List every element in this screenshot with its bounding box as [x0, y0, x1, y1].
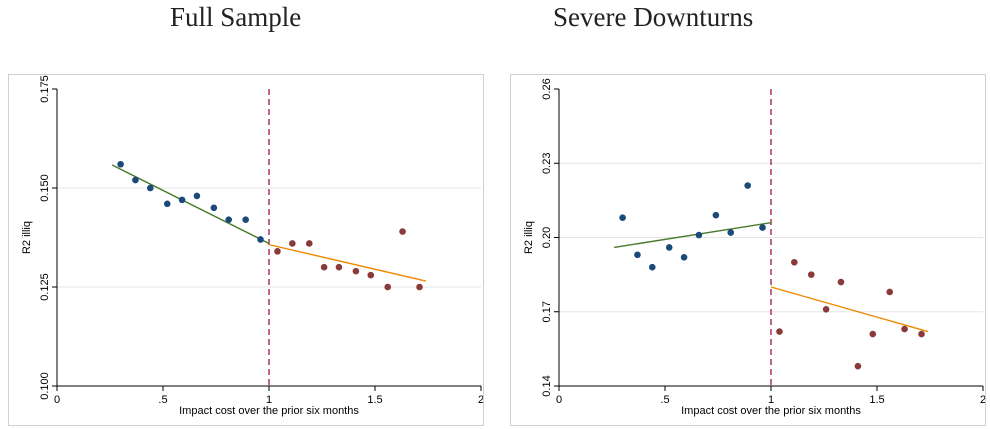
scatter-point-below-cutoff — [727, 229, 735, 236]
scatter-point-below-cutoff — [712, 211, 720, 219]
scatter-point-above-cutoff — [289, 240, 296, 247]
scatter-point-below-cutoff — [634, 251, 641, 259]
y-tick-label: 0.26 — [541, 78, 553, 99]
x-tick-label: 1.5 — [869, 394, 884, 406]
x-tick-label: 2 — [478, 394, 483, 406]
scatter-point-above-cutoff — [399, 228, 406, 235]
y-tick-label: 0.20 — [541, 227, 553, 248]
scatter-point-above-cutoff — [918, 330, 925, 338]
scatter-point-above-cutoff — [416, 283, 423, 291]
scatter-point-below-cutoff — [665, 244, 673, 251]
x-tick-label: 1 — [266, 394, 272, 406]
scatter-point-below-cutoff — [178, 196, 186, 204]
fit-line-above-cutoff — [268, 243, 427, 282]
scatter-point-below-cutoff — [680, 254, 688, 261]
scatter-point-below-cutoff — [648, 263, 656, 271]
x-tick-label: .5 — [660, 394, 669, 406]
scatter-point-above-cutoff — [367, 271, 375, 279]
x-tick-label: 2 — [980, 394, 985, 406]
scatter-point-above-cutoff — [305, 240, 313, 247]
scatter-point-below-cutoff — [257, 236, 264, 243]
y-tick-label: 0.125 — [39, 273, 51, 301]
x-tick-label: 1 — [768, 394, 774, 406]
y-tick-label: 0.17 — [541, 301, 553, 322]
fit-line-below-cutoff — [614, 221, 772, 249]
chart-panel-severe-downturns: 0.14 0.17 0.20 0.23 0.26 0 .5 1 1.5 2 Impact cost … — [510, 74, 986, 426]
scatter-point-above-cutoff — [776, 328, 783, 335]
scatter-point-below-cutoff — [242, 216, 249, 223]
scatter-point-above-cutoff — [901, 325, 908, 333]
scatter-point-above-cutoff — [886, 288, 894, 296]
scatter-point-above-cutoff — [854, 362, 862, 370]
scatter-point-above-cutoff — [320, 263, 328, 271]
scatter-point-above-cutoff — [869, 330, 877, 338]
scatter-point-below-cutoff — [744, 182, 751, 189]
chart-title-full-sample: Full Sample — [170, 2, 302, 32]
y-axis-label: R2 illiq — [523, 221, 535, 254]
x-tick-label: 1.5 — [367, 394, 382, 406]
x-tick-label: 0 — [54, 394, 60, 406]
chart-panel-full-sample: 0.100 0.125 0.150 0.175 0 .5 1 1.5 2 Impact cost … — [8, 74, 484, 426]
scatter-point-below-cutoff — [759, 224, 766, 231]
chart-title-severe-downturns: Severe Downturns — [553, 2, 754, 32]
y-tick-label: 0.150 — [39, 174, 51, 202]
y-tick-label: 0.14 — [541, 375, 553, 396]
scatter-point-below-cutoff — [117, 160, 124, 168]
chart-full-sample: 0.100 0.125 0.150 0.175 0 .5 1 1.5 2 Impact cost … — [21, 75, 483, 417]
scatter-point-above-cutoff — [274, 248, 281, 255]
y-axis-label: R2 illiq — [21, 221, 33, 254]
x-axis-label: Impact cost over the prior six months — [681, 405, 861, 417]
scatter-point-above-cutoff — [807, 271, 815, 278]
scatter-point-above-cutoff — [837, 278, 845, 286]
scatter-point-above-cutoff — [384, 283, 392, 291]
x-tick-label: 0 — [556, 394, 562, 406]
scatter-point-above-cutoff — [335, 263, 343, 271]
y-tick-label: 0.23 — [541, 153, 553, 174]
x-axis-label: Impact cost over the prior six months — [179, 405, 359, 417]
x-tick-label: .5 — [158, 394, 167, 406]
scatter-point-below-cutoff — [210, 204, 218, 212]
scatter-point-below-cutoff — [695, 231, 703, 239]
fit-line-below-cutoff — [111, 164, 270, 245]
scatter-point-below-cutoff — [163, 200, 171, 208]
scatter-point-below-cutoff — [193, 192, 201, 200]
chart-severe-downturns: 0.14 0.17 0.20 0.23 0.26 0 .5 1 1.5 2 Impact cost … — [523, 78, 985, 417]
scatter-point-below-cutoff — [132, 176, 139, 184]
y-tick-label: 0.175 — [39, 75, 51, 103]
fit-line-above-cutoff — [770, 286, 929, 333]
y-tick-label: 0.100 — [39, 372, 51, 400]
scatter-point-above-cutoff — [791, 258, 798, 266]
scatter-point-above-cutoff — [822, 305, 830, 313]
scatter-point-above-cutoff — [352, 267, 360, 275]
scatter-point-below-cutoff — [225, 216, 233, 223]
scatter-point-below-cutoff — [619, 214, 626, 221]
scatter-point-below-cutoff — [146, 184, 154, 192]
